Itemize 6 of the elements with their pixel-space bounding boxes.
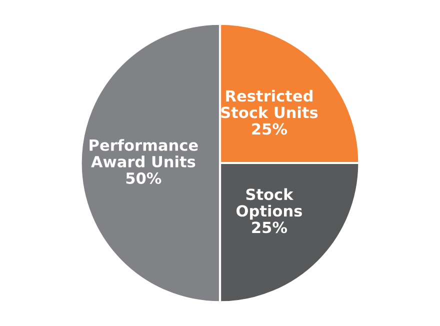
data-label: 25% [252,222,288,234]
slice-label: Stock Options [236,188,302,220]
slice-label: Performance Award Units [90,139,198,168]
data-label: 50% [126,172,162,184]
data-label: 25% [252,123,288,135]
slice-label: Restricted Stock Units [221,90,318,118]
